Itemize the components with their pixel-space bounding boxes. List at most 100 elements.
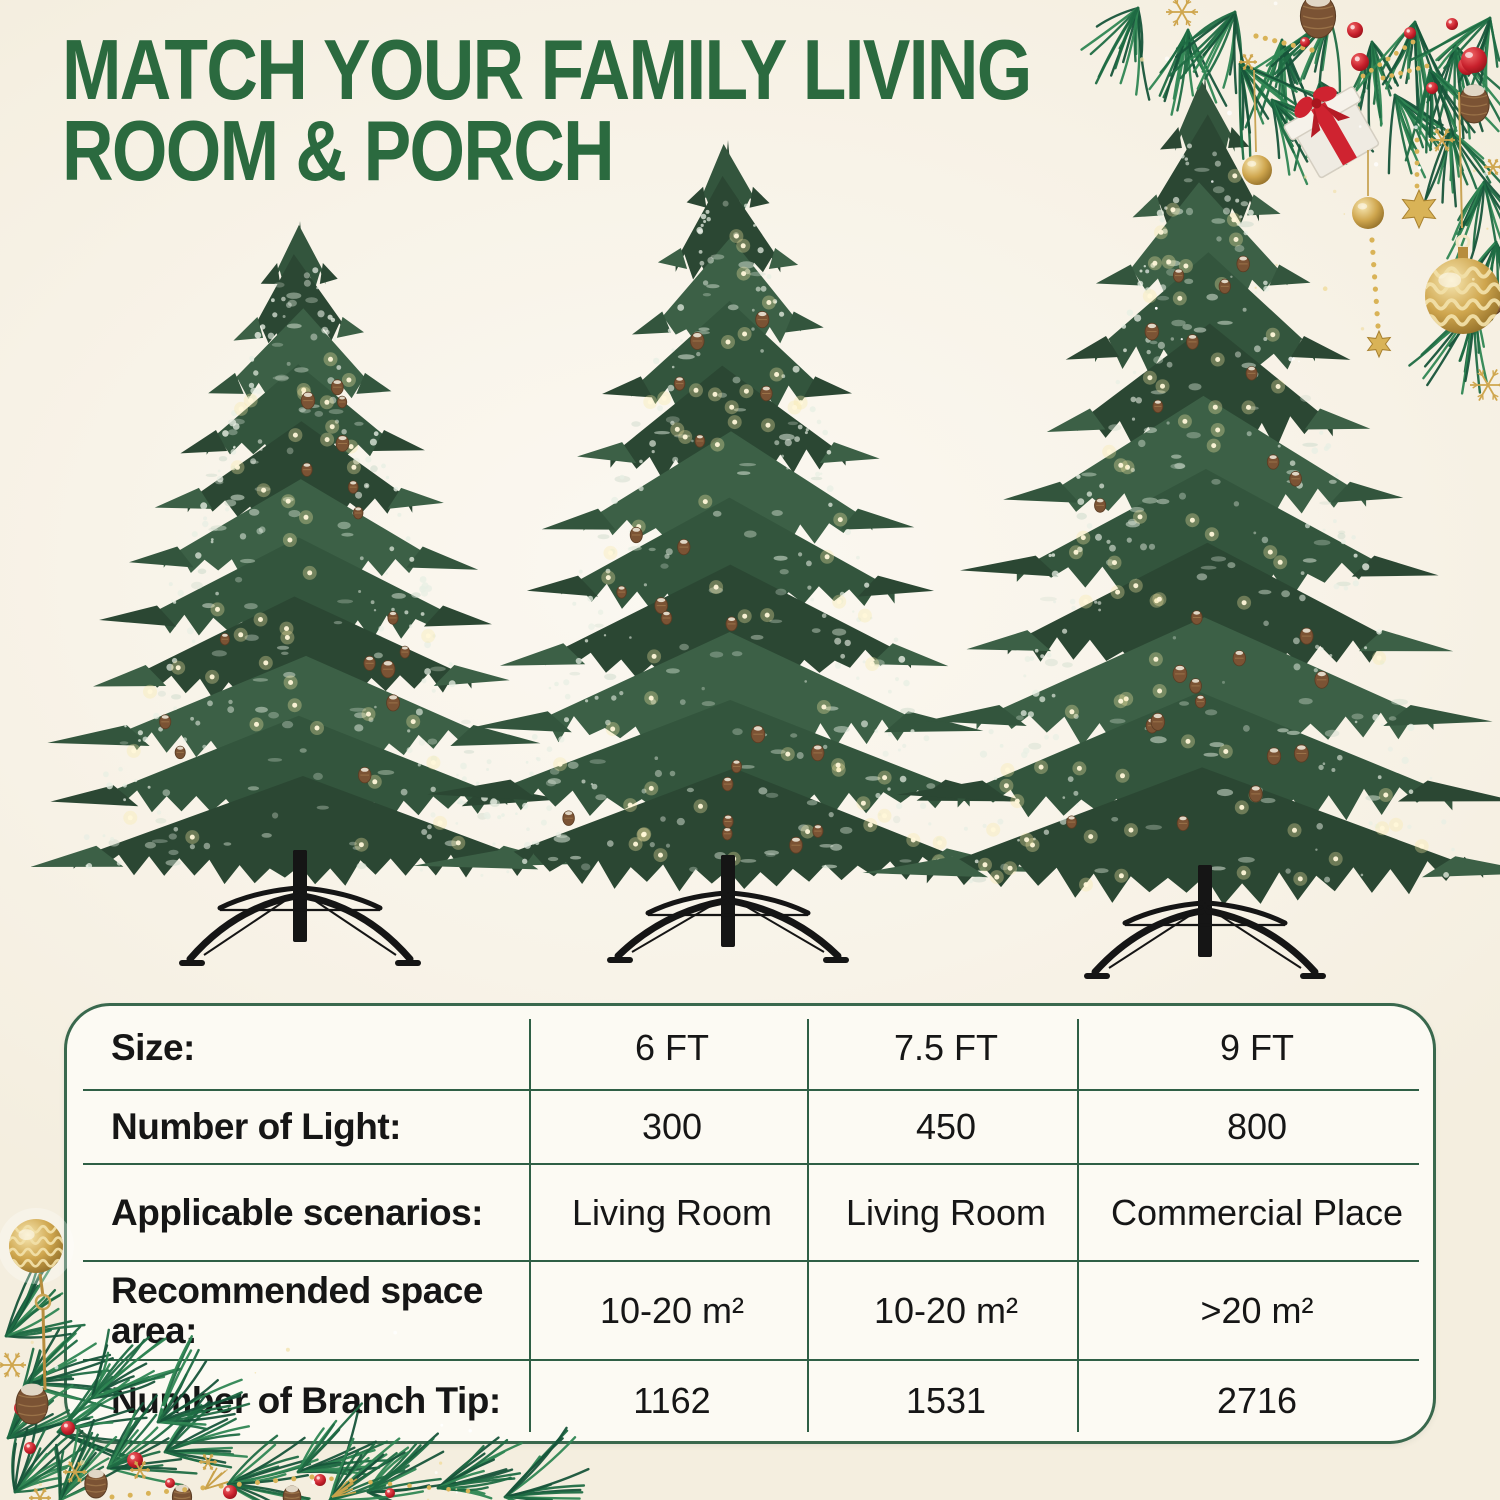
page-title: MATCH YOUR FAMILY LIVING ROOM & PORCH xyxy=(62,23,1032,194)
cell-value: >20 m² xyxy=(1200,1289,1314,1331)
bead xyxy=(1371,262,1377,268)
bead xyxy=(1410,39,1416,45)
snowflake-icon xyxy=(63,1461,87,1483)
cell-value: 10-20 m² xyxy=(873,1289,1019,1331)
snowflake-icon xyxy=(1166,0,1198,27)
bead xyxy=(309,1474,315,1480)
tree-7-5ft xyxy=(413,140,1042,963)
berry-icon xyxy=(1351,53,1369,71)
bead xyxy=(1414,183,1420,189)
pinecone-icon xyxy=(84,1469,108,1499)
bead xyxy=(1407,68,1412,74)
bead xyxy=(329,1476,334,1482)
cell-value: 1162 xyxy=(633,1379,711,1421)
column-divider xyxy=(807,1019,809,1432)
snowflake-icon xyxy=(1429,128,1455,152)
bead xyxy=(1290,42,1296,48)
bead xyxy=(1309,47,1315,53)
bead xyxy=(1369,237,1375,243)
bead xyxy=(407,1483,412,1489)
row-label: Size: xyxy=(111,1027,195,1068)
red-ball-icon xyxy=(1461,47,1487,73)
berry-icon xyxy=(127,1452,143,1468)
row-label: Applicable scenarios: xyxy=(111,1191,483,1233)
gold-ball-icon xyxy=(1352,197,1384,229)
garland-top-right xyxy=(1080,0,1500,402)
row-label: Number of Light: xyxy=(111,1106,402,1147)
bead xyxy=(1372,274,1378,280)
berry-icon xyxy=(14,1400,30,1416)
bead xyxy=(1375,323,1381,329)
bead xyxy=(1414,137,1420,143)
bead xyxy=(1393,50,1399,56)
bead xyxy=(1373,298,1379,304)
bead xyxy=(255,1480,260,1485)
cell-value: 800 xyxy=(1226,1106,1288,1147)
gift-box-icon xyxy=(1283,86,1380,179)
bead xyxy=(426,1485,432,1490)
cell-value: 300 xyxy=(641,1106,703,1147)
cell-value: 7.5 FT xyxy=(893,1027,999,1068)
row-divider xyxy=(83,1089,1419,1091)
cell-value: Living Room xyxy=(845,1191,1047,1233)
bead xyxy=(1372,286,1378,292)
bead xyxy=(1398,70,1403,76)
bead xyxy=(1300,45,1306,51)
title-line-1: MATCH YOUR FAMILY LIVING xyxy=(62,23,1032,118)
tree-9ft xyxy=(862,76,1500,979)
snowflake-icon xyxy=(1470,368,1500,402)
bead xyxy=(1402,45,1408,51)
bead xyxy=(200,1485,206,1491)
bead xyxy=(1414,172,1420,177)
snowflake-icon xyxy=(1239,53,1257,71)
berry-icon xyxy=(1347,22,1363,38)
pinecone-icon xyxy=(1479,284,1500,316)
table-row: Recommended space area: 10-20 m² 10-20 m² >… xyxy=(67,1261,1433,1360)
bead xyxy=(291,1476,297,1482)
bead xyxy=(1414,149,1420,154)
table-row: Number of Branch Tip: 1162 1531 2716 xyxy=(67,1360,1433,1441)
berry-icon xyxy=(385,1488,395,1498)
cell-value: 9 FT xyxy=(1219,1027,1294,1068)
bead xyxy=(1262,35,1268,41)
snowflake-icon xyxy=(0,1352,26,1378)
row-divider xyxy=(83,1359,1419,1361)
bead xyxy=(1360,73,1366,79)
pinecone-icon xyxy=(1299,0,1337,39)
cell-value: 450 xyxy=(915,1106,977,1147)
berry-icon xyxy=(314,1474,326,1486)
bead xyxy=(273,1478,279,1484)
spec-table: Size: 6 FT 7.5 FT 9 FT Number of Light: 300 45… xyxy=(64,1003,1436,1444)
star-icon xyxy=(1366,329,1392,359)
bead xyxy=(387,1481,393,1487)
snowflake-icon xyxy=(1344,100,1360,116)
bead xyxy=(218,1483,224,1489)
bead xyxy=(1389,73,1395,78)
berry-icon xyxy=(1300,37,1310,47)
bead xyxy=(182,1487,188,1493)
cell-value: 2716 xyxy=(1216,1379,1298,1421)
cell-value: Commercial Place xyxy=(1110,1191,1404,1233)
pinecone-icon xyxy=(171,1484,193,1500)
star-icon xyxy=(1401,188,1437,230)
berry-icon xyxy=(1426,82,1438,94)
column-divider xyxy=(1077,1019,1079,1432)
berry-icon xyxy=(24,1442,36,1454)
pinecone-icon xyxy=(1458,84,1490,124)
bead xyxy=(1281,40,1287,46)
bead xyxy=(109,1494,115,1500)
cell-value: Living Room xyxy=(571,1191,773,1233)
snowflake-icon xyxy=(130,1460,150,1480)
snowflake-icon xyxy=(29,1488,51,1500)
bead xyxy=(465,1488,471,1494)
bead xyxy=(1253,33,1259,39)
bead xyxy=(1414,160,1420,166)
berry-icon xyxy=(223,1485,237,1499)
bead xyxy=(446,1487,451,1492)
bead xyxy=(1415,66,1421,71)
cell-value: 6 FT xyxy=(634,1027,709,1068)
gold-ball-icon xyxy=(1242,155,1272,185)
bead xyxy=(127,1492,133,1498)
berry-icon xyxy=(1446,18,1458,30)
